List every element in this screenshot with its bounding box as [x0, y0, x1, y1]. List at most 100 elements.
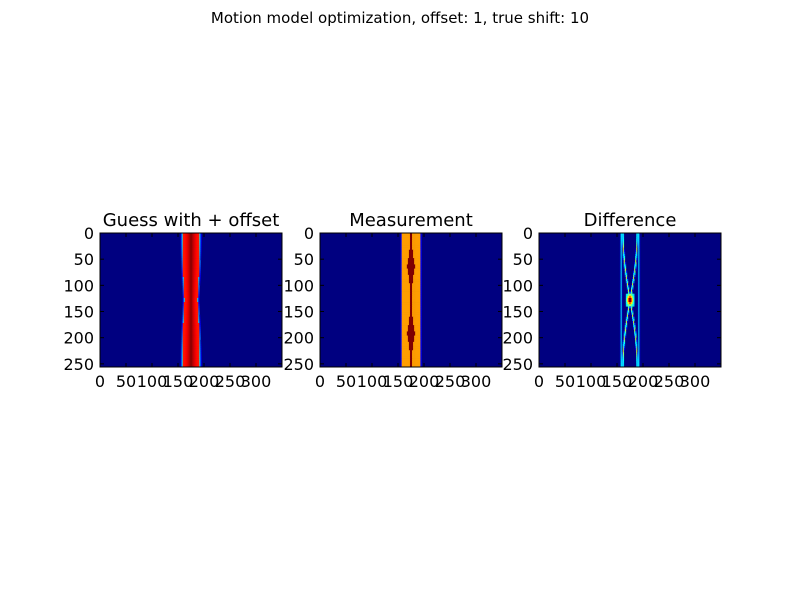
heatmap-cell	[194, 245, 196, 248]
heatmap-cell	[405, 247, 408, 251]
heatmap-cell	[638, 239, 640, 242]
heatmap-cell	[199, 233, 201, 236]
heatmap-cell	[413, 268, 415, 271]
heatmap-cell	[638, 310, 640, 313]
heatmap-cell	[187, 247, 190, 251]
heatmap-cell	[419, 291, 421, 295]
heatmap-cell	[405, 323, 408, 326]
axes-frame	[538, 232, 722, 368]
heatmap-cell	[403, 295, 406, 299]
heatmap-cell	[197, 300, 199, 303]
heatmap-cell	[419, 348, 421, 351]
heatmap-cell	[624, 264, 627, 267]
heatmap-cell	[189, 260, 192, 263]
heatmap-cell	[418, 272, 420, 276]
heatmap-cell	[402, 266, 405, 269]
heatmap-cell	[188, 310, 191, 313]
heatmap-cell	[185, 249, 188, 253]
heatmap-cell	[406, 354, 409, 357]
heatmap-cell	[638, 287, 640, 290]
heatmap-cell	[402, 348, 405, 351]
heatmap-cell	[405, 354, 408, 357]
heatmap-cell	[192, 337, 194, 341]
heatmap-cell	[619, 331, 621, 334]
heatmap-cell	[197, 245, 199, 248]
heatmap-cell	[625, 274, 628, 278]
heatmap-cell	[412, 235, 414, 238]
heatmap-cell	[412, 281, 414, 284]
heatmap-cell	[200, 253, 202, 257]
heatmap-cell	[189, 274, 192, 278]
heatmap-cell	[194, 233, 196, 236]
heatmap-cell	[416, 350, 418, 353]
heatmap-cell	[619, 272, 621, 276]
heatmap-cell	[416, 354, 418, 357]
heatmap-cell	[182, 295, 185, 299]
heatmap-cell	[195, 291, 197, 295]
heatmap-cell	[407, 235, 410, 238]
heatmap-cell	[631, 310, 633, 313]
heatmap-cell	[619, 312, 621, 315]
heatmap-cell	[186, 343, 189, 347]
heatmap-cell	[620, 362, 622, 366]
heatmap-cell	[408, 243, 411, 246]
heatmap-cell	[183, 335, 186, 338]
heatmap-cell	[405, 337, 408, 341]
heatmap-cell	[192, 239, 194, 242]
heatmap-cell	[621, 352, 624, 355]
y-tick-label: 0	[304, 224, 314, 243]
heatmap-cell	[188, 243, 191, 246]
heatmap-cell	[193, 258, 195, 261]
heatmap-cell	[413, 272, 415, 276]
heatmap-cell	[624, 333, 627, 336]
heatmap-cell	[406, 297, 409, 301]
heatmap-cell	[419, 352, 421, 355]
heatmap-cell	[193, 243, 195, 246]
y-tick-label: 250	[283, 355, 314, 374]
heatmap-cell	[186, 287, 189, 290]
heatmap-cell	[191, 251, 193, 255]
heatmap-cell	[199, 323, 201, 326]
heatmap-cell	[417, 237, 419, 240]
heatmap-cell	[409, 270, 412, 274]
heatmap-cell	[193, 358, 195, 362]
heatmap-cell	[415, 352, 417, 355]
heatmap-cell	[417, 260, 419, 263]
heatmap-cell	[186, 295, 189, 299]
heatmap-cell	[420, 329, 422, 332]
heatmap-cell	[183, 337, 186, 341]
heatmap-cell	[200, 350, 202, 353]
heatmap-cell	[633, 295, 635, 299]
heatmap-cell	[197, 289, 199, 292]
heatmap-cell	[185, 247, 188, 251]
heatmap-cell	[191, 295, 193, 299]
heatmap-cell	[626, 276, 629, 280]
heatmap-cell	[414, 241, 416, 244]
heatmap-cell	[620, 312, 622, 315]
heatmap-cell	[404, 287, 407, 290]
heatmap-cell	[625, 314, 628, 318]
heatmap-cell	[620, 333, 622, 336]
heatmap-cell	[625, 300, 628, 303]
heatmap-cell	[405, 314, 408, 318]
heatmap-cell	[401, 343, 403, 347]
heatmap-cell	[198, 341, 200, 345]
heatmap-cell	[619, 251, 621, 255]
heatmap-cell	[639, 306, 641, 309]
heatmap-cell	[186, 320, 189, 324]
heatmap-cell	[183, 289, 186, 292]
heatmap-cell	[620, 310, 622, 313]
heatmap-cell	[405, 266, 408, 269]
heatmap-cell	[194, 239, 196, 242]
heatmap-cell	[417, 241, 419, 244]
heatmap-cell	[619, 239, 621, 242]
heatmap-cell	[402, 262, 405, 265]
heatmap-cell	[197, 327, 199, 330]
heatmap-cell	[414, 270, 416, 274]
heatmap-cell	[639, 343, 641, 347]
heatmap-cell	[408, 297, 411, 301]
heatmap-cell	[634, 327, 636, 330]
heatmap-cell	[420, 354, 422, 357]
heatmap-cell	[639, 348, 641, 351]
heatmap-cell	[194, 354, 196, 357]
